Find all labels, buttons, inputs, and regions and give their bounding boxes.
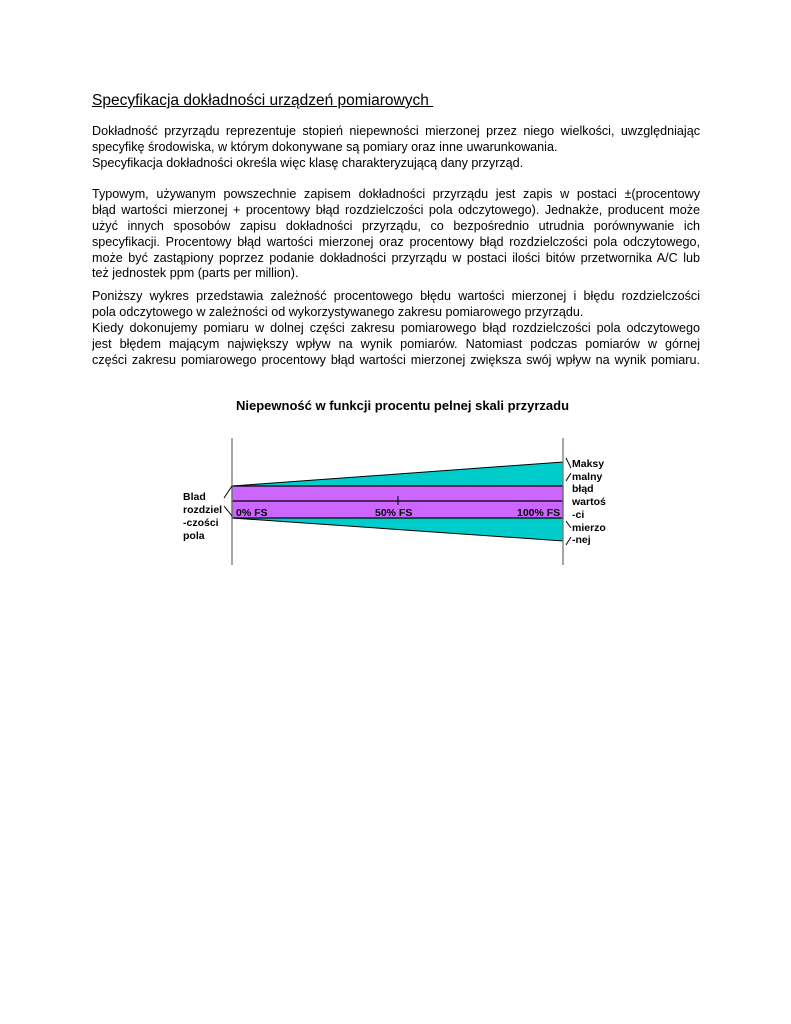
text-line: też jednostek ppm (parts per million).: [92, 266, 299, 281]
axis-label-100: 100% FS: [517, 507, 560, 519]
text-line: części zakresu pomiarowego procentowy bł…: [92, 352, 700, 367]
right-pointer: [565, 520, 572, 529]
text-line: użyć innych sposobów zapisu dokładności …: [92, 218, 700, 233]
text-line: Poniższy wykres przedstawia zależność pr…: [92, 289, 700, 303]
left-label-line: rozdziel: [183, 504, 222, 516]
right-label-line: błąd: [572, 483, 594, 495]
text-line: specyfikę środowiska, w którym dokonywan…: [92, 139, 558, 154]
text-line: błąd wartości mierzonej + procentowy błą…: [92, 202, 700, 217]
right-pointer: [565, 472, 572, 482]
left-label: Blad rozdziel -czości pola: [183, 485, 233, 542]
right-label-line: -nej: [572, 534, 591, 546]
diagram-title: Niepewność w funkcji procentu pelnej ska…: [236, 398, 569, 413]
right-pointer: [565, 457, 572, 469]
right-label: Maksy malny błąd wartoś -ci mierzo -nej: [565, 457, 606, 546]
text-line: pola odczytowego w zależności od wykorzy…: [92, 304, 584, 319]
paragraph-notation: Typowym, używanym powszechnie zapisem do…: [92, 187, 700, 282]
right-pointer: [565, 536, 572, 546]
page-title: Specyfikacja dokładności urządzeń pomiar…: [92, 92, 434, 109]
left-pointer: [223, 485, 233, 499]
axis-label-0: 0% FS: [236, 507, 268, 519]
uncertainty-diagram: Niepewność w funkcji procentu pelnej ska…: [183, 398, 606, 565]
right-label-line: wartoś: [571, 496, 606, 508]
axis-label-50: 50% FS: [375, 507, 412, 519]
right-label-line: mierzo: [572, 522, 606, 534]
left-label-line: -czości: [183, 517, 219, 529]
paragraph-diagram-description: Poniższy wykres przedstawia zależność pr…: [92, 289, 700, 368]
text-line: Kiedy dokonujemy pomiaru w dolnej części…: [92, 320, 700, 335]
left-label-line: pola: [183, 530, 205, 542]
text-line: Typowym, używanym powszechnie zapisem do…: [92, 187, 700, 201]
text-line: Dokładność przyrządu reprezentuje stopie…: [92, 124, 700, 138]
right-label-line: -ci: [572, 509, 584, 521]
right-label-line: Maksy: [572, 458, 604, 470]
text-line: Specyfikacja dokładności określa więc kl…: [92, 155, 524, 170]
right-label-line: malny: [572, 471, 603, 483]
text-line: specyfikacji. Procentowy błąd wartości m…: [92, 234, 700, 249]
paragraph-intro: Dokładność przyrządu reprezentuje stopie…: [92, 124, 700, 172]
left-pointer: [223, 505, 233, 517]
left-label-line: Blad: [183, 491, 206, 503]
text-line: może być zastąpiony poprzez podanie dokł…: [92, 250, 700, 265]
text-line: jest błędem mającym największy wpływ na …: [92, 336, 700, 351]
